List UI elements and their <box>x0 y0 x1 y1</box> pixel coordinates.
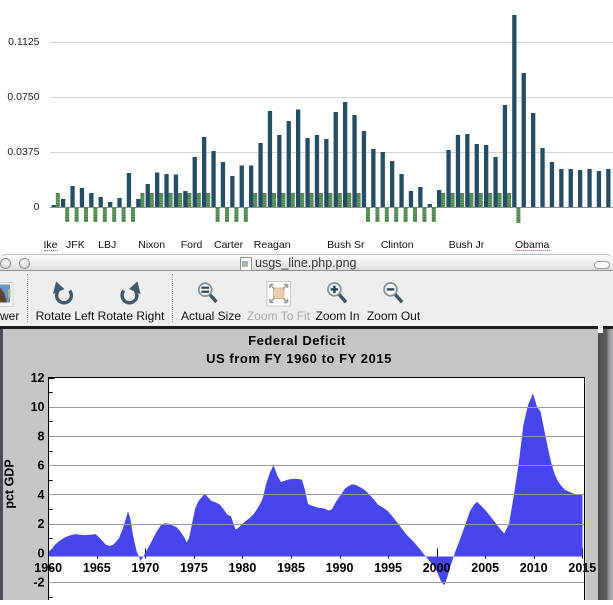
svg-text:1960: 1960 <box>34 561 62 575</box>
svg-text:8: 8 <box>38 430 45 444</box>
svg-text:2: 2 <box>38 517 45 531</box>
svg-text:Federal Deficit: Federal Deficit <box>248 333 346 348</box>
svg-text:1975: 1975 <box>180 561 208 575</box>
svg-text:12: 12 <box>31 371 45 385</box>
svg-text:-2: -2 <box>33 576 44 590</box>
svg-text:1995: 1995 <box>374 561 402 575</box>
svg-text:2015: 2015 <box>568 561 596 575</box>
svg-text:2000: 2000 <box>423 561 451 575</box>
svg-text:US from FY 1960 to FY 2015: US from FY 1960 to FY 2015 <box>206 351 392 366</box>
svg-text:0: 0 <box>38 546 45 560</box>
svg-text:2005: 2005 <box>471 561 499 575</box>
svg-text:pct GDP: pct GDP <box>3 459 17 508</box>
svg-text:1985: 1985 <box>277 561 305 575</box>
svg-text:6: 6 <box>38 459 45 473</box>
svg-text:10: 10 <box>31 400 45 414</box>
svg-text:1970: 1970 <box>131 561 159 575</box>
svg-text:1965: 1965 <box>83 561 111 575</box>
svg-text:1990: 1990 <box>326 561 354 575</box>
svg-text:4: 4 <box>38 488 45 502</box>
svg-text:2010: 2010 <box>520 561 548 575</box>
svg-text:1980: 1980 <box>228 561 256 575</box>
